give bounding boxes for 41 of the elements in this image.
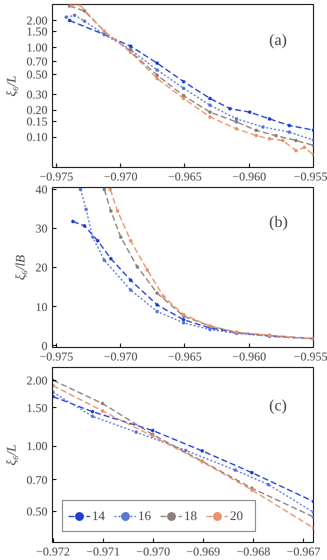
x-tick-label: −0.975 [39, 170, 74, 184]
x-tick-label: −0.969 [186, 544, 220, 558]
legend-label: 18 [184, 508, 198, 524]
x-tick-label: −0.971 [86, 544, 120, 558]
y-tick-label: 0.50 [26, 67, 48, 82]
y-tick-label: 40 [36, 182, 48, 196]
y-tick-label: 30 [36, 222, 48, 236]
x-tick-label: −0.972 [36, 544, 70, 558]
y-tick-label: 0.50 [26, 504, 48, 518]
y-axis-title: ξ₆/L [4, 76, 18, 96]
y-tick-label: 10 [36, 300, 48, 314]
x-tick-label: −0.970 [136, 544, 170, 558]
y-tick-label: 1.50 [26, 400, 48, 415]
x-tick-label: −0.968 [236, 544, 270, 558]
y-tick-label: 2.00 [26, 13, 48, 28]
y-axis-title: ξ₆/L [4, 444, 18, 466]
y-axis-title: ξ₆/lB [12, 254, 28, 280]
y-tick-label: 1.50 [26, 24, 48, 39]
y-tick-label: 2.00 [26, 374, 48, 388]
x-tick-label: −0.970 [104, 170, 138, 184]
x-tick-label: −0.970 [104, 350, 138, 364]
annotation: (a) [269, 32, 287, 49]
x-tick-label: −0.967 [286, 544, 320, 558]
annotation: (b) [269, 214, 288, 232]
y-tick-label: 0.70 [26, 54, 48, 68]
legend-label: 20 [230, 508, 244, 524]
x-tick-label: −0.960 [232, 350, 266, 364]
y-tick-label: 0.30 [26, 87, 48, 102]
y-tick-label: 1.00 [26, 40, 48, 54]
annotation: (c) [269, 398, 287, 414]
legend-label: 16 [138, 508, 152, 524]
y-tick-label: 1.00 [26, 439, 48, 454]
y-tick-label: 20 [36, 260, 48, 275]
y-tick-label: 0.10 [26, 130, 48, 144]
x-tick-label: −0.960 [232, 170, 266, 184]
x-tick-label: −0.955 [294, 170, 327, 184]
y-tick-label: 0.70 [26, 472, 48, 487]
x-tick-label: −0.965 [168, 170, 202, 184]
legend-label: 14 [92, 508, 106, 524]
x-tick-label: −0.965 [168, 350, 202, 364]
x-tick-label: −0.955 [294, 350, 327, 364]
